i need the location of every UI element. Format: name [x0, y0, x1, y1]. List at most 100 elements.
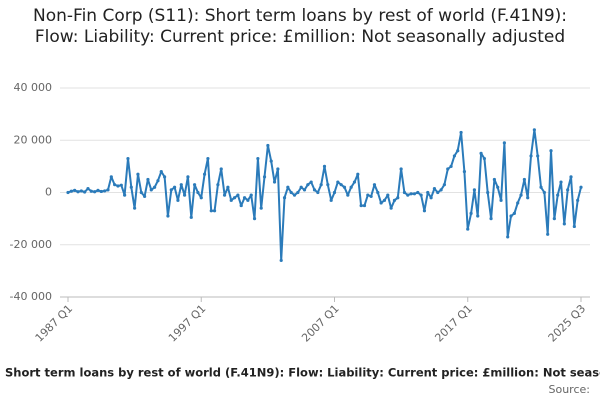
- point: [372, 183, 377, 187]
- point: [442, 183, 447, 187]
- point: [419, 193, 423, 197]
- x-tick-label: 1997 Q1: [166, 302, 209, 345]
- point: [312, 188, 317, 192]
- point: [266, 143, 270, 148]
- point: [252, 217, 257, 221]
- point: [366, 193, 370, 197]
- point: [202, 172, 207, 176]
- point: [342, 185, 347, 189]
- point: [489, 217, 493, 221]
- point: [289, 190, 293, 195]
- point: [143, 194, 147, 199]
- point: [579, 185, 583, 189]
- point: [96, 188, 100, 193]
- point: [346, 193, 350, 197]
- point: [286, 185, 290, 189]
- point: [156, 179, 160, 183]
- point: [449, 164, 453, 168]
- point: [552, 217, 556, 221]
- point: [406, 193, 410, 197]
- point: [73, 188, 77, 193]
- point: [509, 214, 513, 218]
- point: [332, 190, 337, 195]
- point: [279, 258, 283, 263]
- point: [302, 188, 307, 192]
- point: [159, 170, 163, 174]
- y-tick-label: 20 000: [14, 133, 53, 146]
- point: [236, 193, 240, 197]
- point: [272, 180, 277, 184]
- point: [472, 188, 477, 192]
- point: [182, 193, 187, 197]
- point: [539, 185, 543, 189]
- point: [262, 175, 267, 179]
- point: [119, 183, 123, 187]
- point: [242, 196, 247, 200]
- point: [306, 183, 310, 187]
- point: [526, 196, 530, 200]
- point: [479, 151, 483, 155]
- point: [482, 156, 486, 161]
- point: [499, 198, 503, 202]
- point: [502, 141, 506, 145]
- point: [402, 190, 407, 195]
- point: [392, 198, 397, 202]
- point: [576, 198, 580, 202]
- point: [416, 190, 420, 195]
- point: [136, 172, 140, 176]
- point: [69, 189, 73, 193]
- point: [246, 198, 250, 202]
- point: [352, 180, 357, 184]
- point: [389, 206, 393, 210]
- point: [163, 175, 167, 179]
- point: [462, 170, 467, 174]
- point: [149, 188, 153, 192]
- point: [409, 192, 413, 196]
- point: [492, 177, 496, 182]
- point: [229, 198, 233, 202]
- point: [292, 193, 297, 197]
- point: [196, 190, 200, 195]
- point: [166, 214, 170, 218]
- point: [86, 186, 90, 191]
- point: [99, 189, 103, 194]
- point: [199, 196, 203, 200]
- point: [429, 196, 433, 200]
- point: [562, 222, 566, 226]
- point: [146, 177, 150, 182]
- x-tick-label: 2007 Q1: [299, 302, 342, 345]
- point: [376, 190, 380, 195]
- point: [379, 201, 383, 205]
- point: [106, 188, 110, 192]
- point: [116, 184, 120, 188]
- point: [426, 190, 430, 195]
- point: [169, 188, 173, 192]
- point: [309, 180, 313, 184]
- point: [256, 156, 260, 161]
- x-tick-label: 1987 Q1: [33, 302, 76, 345]
- point: [66, 190, 70, 195]
- point: [139, 190, 143, 195]
- point: [126, 156, 130, 161]
- point: [439, 188, 443, 192]
- point: [89, 189, 93, 193]
- point: [103, 189, 107, 193]
- point: [259, 206, 263, 210]
- point: [249, 193, 253, 197]
- y-tick-label: 40 000: [14, 81, 53, 94]
- point: [326, 183, 330, 187]
- point: [432, 186, 437, 191]
- point: [362, 203, 367, 208]
- point: [476, 214, 480, 218]
- y-tick-label: -20 000: [10, 238, 52, 251]
- point: [396, 196, 400, 200]
- point: [319, 183, 323, 187]
- point: [219, 167, 223, 171]
- x-tick-label: 2017 Q1: [432, 302, 475, 345]
- point: [529, 154, 533, 158]
- point: [232, 196, 237, 200]
- point: [322, 164, 327, 168]
- point: [172, 185, 177, 189]
- point: [542, 190, 546, 195]
- point: [212, 209, 217, 213]
